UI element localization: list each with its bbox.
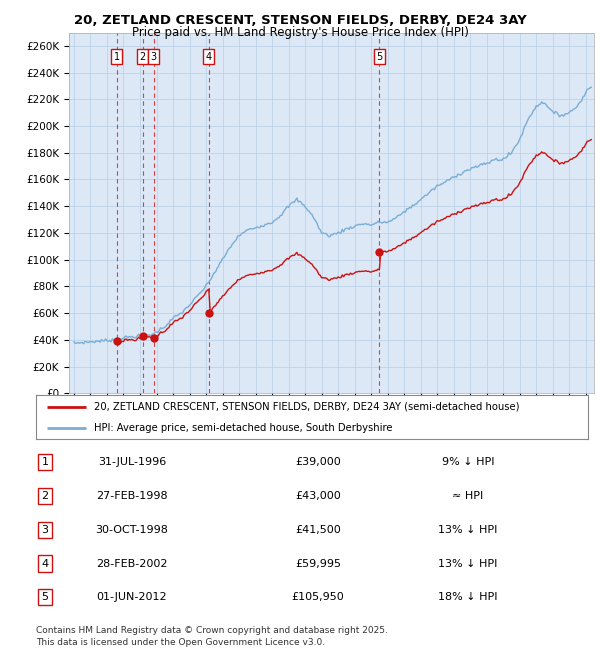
Text: £41,500: £41,500 — [295, 525, 341, 535]
Text: £59,995: £59,995 — [295, 558, 341, 569]
Text: 27-FEB-1998: 27-FEB-1998 — [96, 491, 168, 501]
Text: 28-FEB-2002: 28-FEB-2002 — [96, 558, 168, 569]
Text: Price paid vs. HM Land Registry's House Price Index (HPI): Price paid vs. HM Land Registry's House … — [131, 26, 469, 39]
Text: 2: 2 — [140, 51, 146, 62]
Text: 31-JUL-1996: 31-JUL-1996 — [98, 457, 166, 467]
Text: 18% ↓ HPI: 18% ↓ HPI — [438, 592, 498, 603]
Text: 20, ZETLAND CRESCENT, STENSON FIELDS, DERBY, DE24 3AY (semi-detached house): 20, ZETLAND CRESCENT, STENSON FIELDS, DE… — [94, 402, 520, 412]
Text: 30-OCT-1998: 30-OCT-1998 — [95, 525, 169, 535]
Text: £39,000: £39,000 — [295, 457, 341, 467]
Text: 5: 5 — [376, 51, 383, 62]
Text: 5: 5 — [41, 592, 49, 603]
Text: 3: 3 — [151, 51, 157, 62]
Text: Contains HM Land Registry data © Crown copyright and database right 2025.
This d: Contains HM Land Registry data © Crown c… — [36, 626, 388, 647]
Text: 20, ZETLAND CRESCENT, STENSON FIELDS, DERBY, DE24 3AY: 20, ZETLAND CRESCENT, STENSON FIELDS, DE… — [74, 14, 526, 27]
Text: 4: 4 — [41, 558, 49, 569]
Text: 9% ↓ HPI: 9% ↓ HPI — [442, 457, 494, 467]
Text: HPI: Average price, semi-detached house, South Derbyshire: HPI: Average price, semi-detached house,… — [94, 422, 392, 433]
Text: 1: 1 — [113, 51, 119, 62]
Text: 13% ↓ HPI: 13% ↓ HPI — [439, 558, 497, 569]
Text: £43,000: £43,000 — [295, 491, 341, 501]
Text: 01-JUN-2012: 01-JUN-2012 — [97, 592, 167, 603]
Text: 13% ↓ HPI: 13% ↓ HPI — [439, 525, 497, 535]
Text: 4: 4 — [206, 51, 212, 62]
Text: 1: 1 — [41, 457, 49, 467]
Text: 2: 2 — [41, 491, 49, 501]
Text: ≈ HPI: ≈ HPI — [452, 491, 484, 501]
Text: £105,950: £105,950 — [292, 592, 344, 603]
Text: 3: 3 — [41, 525, 49, 535]
